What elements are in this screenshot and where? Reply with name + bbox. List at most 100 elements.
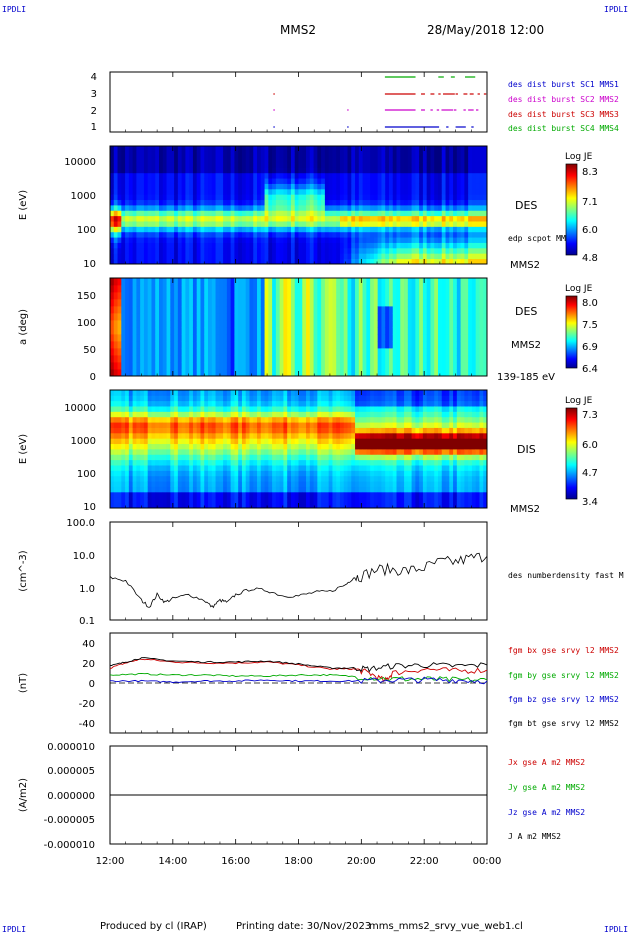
spectrogram-cell <box>275 406 281 412</box>
spectrogram-cell <box>377 172 382 179</box>
spectrogram-cell <box>464 199 469 206</box>
spectrogram-cell <box>275 285 281 293</box>
spectrogram-cell <box>324 210 330 217</box>
spectrogram-cell <box>347 237 352 243</box>
spectrogram-cell <box>117 313 122 321</box>
spectrogram-cell <box>336 306 341 314</box>
spectrogram-cell <box>121 400 126 407</box>
spectrogram-cell <box>287 247 292 254</box>
spectrogram-cell <box>287 449 292 455</box>
spectrogram-cell <box>147 278 152 286</box>
spectrogram-cell <box>298 497 303 504</box>
spectrogram-cell <box>471 355 477 363</box>
spectrogram-cell <box>328 390 333 396</box>
spectrogram-cell <box>272 194 277 201</box>
spectrogram-cell <box>479 151 484 158</box>
spectrogram-cell <box>177 395 183 402</box>
spectrogram-cell <box>313 231 318 238</box>
spectrogram-cell <box>306 199 311 206</box>
spectrogram-cell <box>208 285 213 293</box>
spectrogram-cell <box>113 258 118 265</box>
spectrogram-cell <box>245 475 250 482</box>
spectrogram-cell <box>264 481 269 487</box>
spectrogram-cell <box>294 497 299 504</box>
spectrogram-cell <box>453 242 458 249</box>
spectrogram-cell <box>196 369 201 377</box>
spectrogram-cell <box>204 438 209 445</box>
spectrogram-cell <box>426 221 431 227</box>
spectrogram-cell <box>298 449 303 455</box>
spectrogram-cell <box>324 242 330 249</box>
spectrogram-cell <box>136 183 141 190</box>
spectrogram-cell <box>192 481 198 487</box>
spectrogram-cell <box>287 481 292 487</box>
spectrogram-cell <box>159 247 164 254</box>
spectrogram-cell <box>306 221 311 227</box>
spectrogram-cell <box>449 146 454 152</box>
spectrogram-cell <box>392 226 397 233</box>
spectrogram-cell <box>185 306 190 314</box>
spectrogram-cell <box>219 341 224 349</box>
spectrogram-cell <box>140 320 145 328</box>
spectrogram-cell <box>185 292 190 300</box>
spectrogram-cell <box>287 231 292 238</box>
spectrogram-cell <box>283 362 288 370</box>
spectrogram-cell <box>174 416 179 423</box>
spectrogram-cell <box>177 285 183 293</box>
spectrogram-cell <box>128 334 134 342</box>
spectrogram-cell <box>132 459 137 466</box>
spectrogram-cell <box>332 188 337 195</box>
spectrogram-cell <box>373 199 379 206</box>
spectrogram-cell <box>275 162 281 168</box>
spectrogram-cell <box>200 400 205 407</box>
spectrogram-cell <box>392 258 397 265</box>
spectrogram-cell <box>125 320 130 328</box>
spectrogram-cell <box>358 188 363 195</box>
spectrogram-cell <box>370 162 375 168</box>
spectrogram-cell <box>192 348 198 356</box>
spectrogram-cell <box>302 285 307 293</box>
spectrogram-cell <box>268 221 273 227</box>
spectrogram-cell <box>147 237 152 243</box>
spectrogram-cell <box>313 299 318 307</box>
spectrogram-cell <box>464 334 469 342</box>
spectrogram-cell <box>351 162 356 168</box>
spectrogram-cell <box>279 258 284 265</box>
spectrogram-cell <box>328 443 333 450</box>
spectrogram-cell <box>170 313 175 321</box>
spectrogram-cell <box>404 320 409 328</box>
spectrogram-cell <box>159 470 164 477</box>
spectrogram-cell <box>223 226 228 233</box>
spectrogram-cell <box>437 278 443 286</box>
spectrogram-cell <box>264 497 269 504</box>
spectrogram-cell <box>162 355 167 363</box>
spectrogram-cell <box>215 475 220 482</box>
spectrogram-cell <box>328 306 333 314</box>
spectrogram-cell <box>177 449 183 455</box>
spectrogram-cell <box>264 320 269 328</box>
spectrogram-cell <box>185 237 190 243</box>
spectrogram-cell <box>132 215 137 222</box>
spectrogram-cell <box>453 226 458 233</box>
spectrogram-cell <box>147 178 152 184</box>
spectrogram-cell <box>430 299 435 307</box>
spectrogram-cell <box>434 151 439 158</box>
spectrogram-cell <box>388 299 394 307</box>
spectrogram-cell <box>136 491 141 498</box>
spectrogram-cell <box>388 231 394 238</box>
spectrogram-cell <box>294 199 299 206</box>
spectrogram-cell <box>366 334 371 342</box>
spectrogram-cell <box>313 172 318 179</box>
spectrogram-cell <box>339 183 345 190</box>
spectrogram-cell <box>336 215 341 222</box>
spectrogram-cell <box>140 497 145 504</box>
spectrogram-cell <box>200 313 205 321</box>
spectrogram-cell <box>411 327 416 335</box>
spectrogram-cell <box>121 258 126 265</box>
spectrogram-cell <box>136 299 141 307</box>
spectrogram-cell <box>268 205 273 211</box>
spectrogram-cell <box>230 465 235 471</box>
spectrogram-cell <box>159 502 164 509</box>
spectrogram-cell <box>279 199 284 206</box>
spectrogram-cell <box>434 194 439 201</box>
